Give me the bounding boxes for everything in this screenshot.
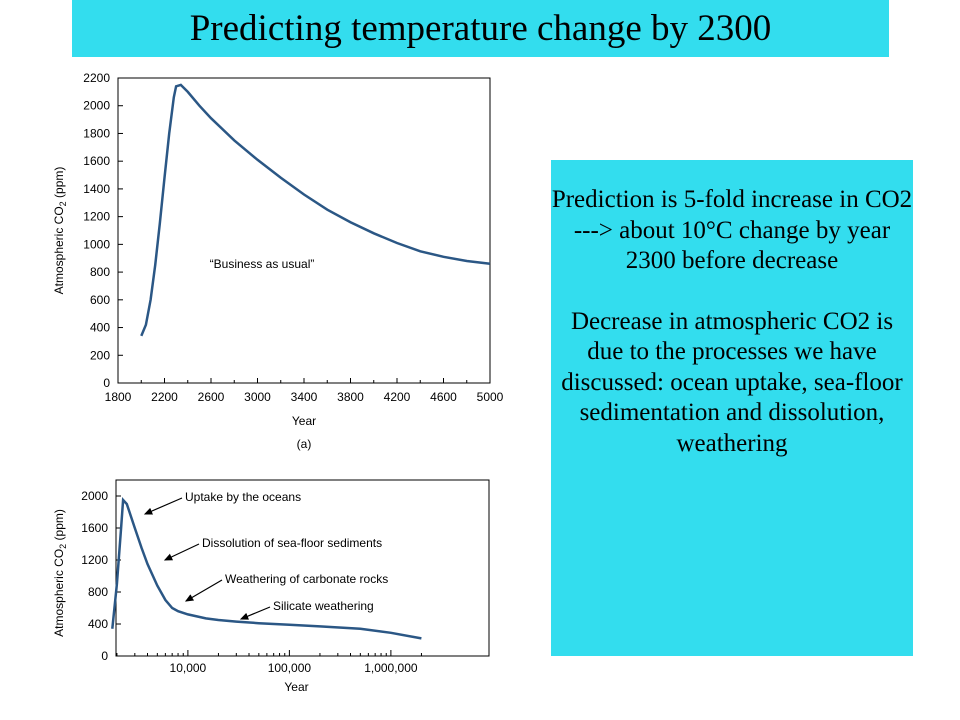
y-tick-label-a: 2000 bbox=[83, 99, 110, 113]
y-tick-label-b: 0 bbox=[101, 649, 108, 663]
annotation-silicate-weathering-arrow bbox=[239, 606, 271, 620]
annotation-sediment-dissolution-arrow bbox=[163, 543, 200, 561]
annotation-carbonate-weathering-arrow bbox=[184, 579, 223, 602]
slide-title: Predicting temperature change by 2300 bbox=[189, 8, 772, 49]
annotation-sediment-dissolution: Dissolution of sea-floor sediments bbox=[202, 536, 382, 550]
x-tick-label-a: 5000 bbox=[477, 390, 504, 404]
x-tick-label-a: 4600 bbox=[430, 390, 457, 404]
x-tick-label-b: 10,000 bbox=[170, 661, 207, 675]
y-tick-label-a: 1200 bbox=[83, 210, 110, 224]
decrease-paragraph: Decrease in atmospheric CO2 is due to th… bbox=[561, 307, 903, 457]
y-tick-label-a: 1400 bbox=[83, 182, 110, 196]
y-tick-label-a: 600 bbox=[90, 293, 110, 307]
x-tick-label-a: 3400 bbox=[291, 390, 318, 404]
y-tick-label-a: 1000 bbox=[83, 237, 110, 251]
title-banner: Predicting temperature change by 2300 bbox=[72, 0, 889, 57]
annotation-uptake-oceans-arrow bbox=[143, 497, 183, 515]
y-tick-label-b: 1200 bbox=[81, 553, 108, 567]
y-axis-label-b: Atmospheric CO2 (ppm) bbox=[52, 509, 68, 637]
y-tick-label-a: 400 bbox=[90, 321, 110, 335]
x-tick-label-a: 2200 bbox=[151, 390, 178, 404]
series-line-business-as-usual bbox=[140, 83, 491, 337]
series-line-log-time bbox=[111, 497, 422, 640]
x-tick-label-a: 1800 bbox=[105, 390, 132, 404]
annotation-silicate-weathering: Silicate weathering bbox=[273, 599, 374, 613]
annotation-uptake-oceans: Uptake by the oceans bbox=[185, 490, 301, 504]
x-tick-label-b: 1,000,000 bbox=[364, 661, 418, 675]
y-tick-label-a: 0 bbox=[103, 376, 110, 390]
plot-frame-b bbox=[115, 479, 490, 657]
y-tick-label-a: 800 bbox=[90, 265, 110, 279]
prediction-paragraph: Prediction is 5-fold increase in CO2 ---… bbox=[551, 186, 913, 274]
plot-frame-a bbox=[117, 77, 491, 384]
x-tick-label-a: 4200 bbox=[384, 390, 411, 404]
x-axis-label-a: Year bbox=[292, 414, 316, 428]
y-tick-label-b: 1600 bbox=[81, 521, 108, 535]
annotation-carbonate-weathering: Weathering of carbonate rocks bbox=[225, 572, 388, 586]
x-axis-label-b: Year bbox=[284, 680, 308, 694]
x-tick-label-a: 3000 bbox=[244, 390, 271, 404]
y-tick-label-a: 1800 bbox=[83, 126, 110, 140]
annotation-business-as-usual: “Business as usual” bbox=[210, 257, 315, 271]
x-tick-label-a: 2600 bbox=[198, 390, 225, 404]
x-tick-label-a: 3800 bbox=[337, 390, 364, 404]
x-tick-label-b: 100,000 bbox=[268, 661, 312, 675]
panel-label-a: (a) bbox=[297, 437, 312, 451]
y-tick-label-b: 800 bbox=[88, 585, 108, 599]
y-tick-label-b: 2000 bbox=[81, 489, 108, 503]
y-tick-label-a: 1600 bbox=[83, 154, 110, 168]
y-axis-label-a: Atmospheric CO2 (ppm) bbox=[52, 167, 68, 295]
y-tick-label-a: 2200 bbox=[83, 71, 110, 85]
explanation-box: Prediction is 5-fold increase in CO2 ---… bbox=[551, 160, 913, 656]
y-tick-label-b: 400 bbox=[88, 617, 108, 631]
y-tick-label-a: 200 bbox=[90, 348, 110, 362]
